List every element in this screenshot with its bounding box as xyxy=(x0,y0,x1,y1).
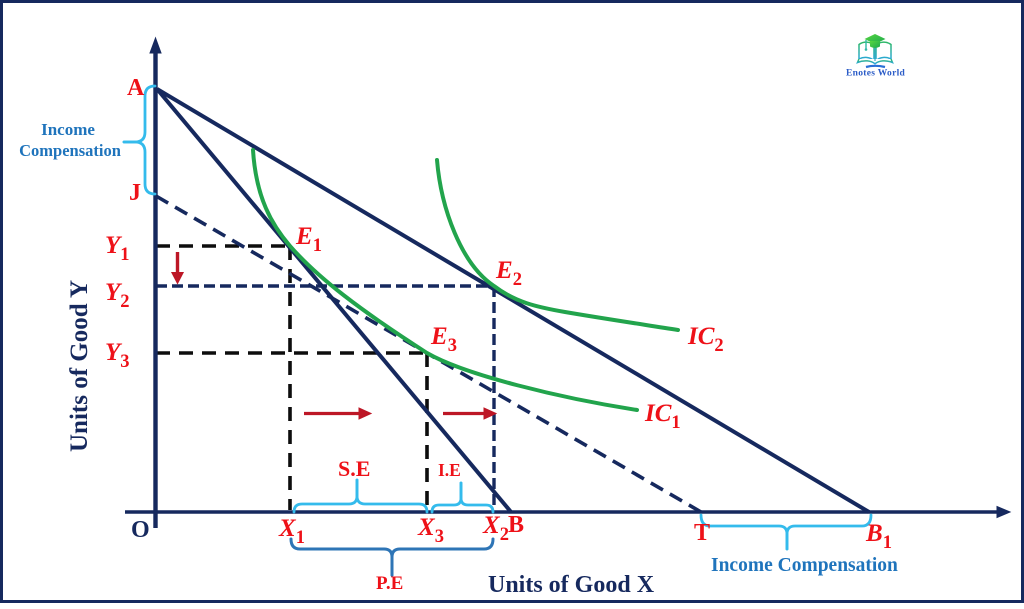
svg-text:Units of Good Y: Units of Good Y xyxy=(66,280,93,452)
svg-text:Income: Income xyxy=(41,120,95,139)
svg-text:Compensation: Compensation xyxy=(19,141,121,160)
svg-text:I.E: I.E xyxy=(438,460,461,480)
svg-text:O: O xyxy=(131,517,150,543)
svg-text:Income Compensation: Income Compensation xyxy=(711,555,898,576)
svg-text:T: T xyxy=(694,520,710,546)
svg-text:B: B xyxy=(508,512,524,538)
svg-text:J: J xyxy=(129,180,141,206)
svg-text:P.E: P.E xyxy=(376,573,403,594)
svg-text:Units of Good X: Units of Good X xyxy=(488,572,655,598)
svg-text:Enotes World: Enotes World xyxy=(846,69,906,79)
svg-text:A: A xyxy=(127,75,145,101)
svg-text:S.E: S.E xyxy=(338,456,370,481)
